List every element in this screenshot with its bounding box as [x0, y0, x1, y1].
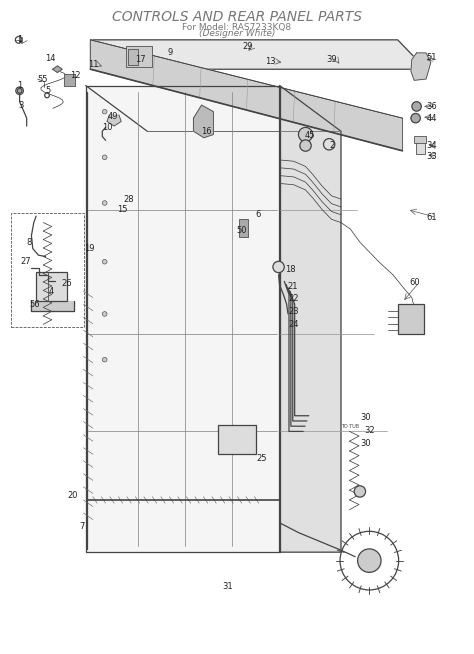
Text: 18: 18 [284, 265, 295, 274]
Ellipse shape [411, 113, 420, 123]
Text: 55: 55 [37, 75, 47, 84]
Bar [398, 304, 424, 334]
Text: 30: 30 [360, 413, 371, 422]
Ellipse shape [412, 101, 421, 111]
Text: 14: 14 [45, 54, 55, 63]
Polygon shape [91, 40, 426, 69]
Text: 20: 20 [67, 491, 78, 500]
Bar [414, 137, 426, 143]
Text: 36: 36 [426, 102, 437, 111]
Text: 21: 21 [288, 282, 298, 291]
Text: 17: 17 [135, 55, 146, 64]
Text: 60: 60 [409, 278, 419, 287]
Text: 49: 49 [108, 112, 118, 122]
Text: 25: 25 [257, 455, 267, 463]
Text: 26: 26 [62, 279, 72, 288]
Ellipse shape [299, 128, 313, 141]
Text: 28: 28 [123, 195, 134, 203]
Polygon shape [107, 115, 121, 126]
Polygon shape [31, 301, 74, 311]
Text: 8: 8 [27, 237, 32, 247]
Text: 27: 27 [20, 257, 31, 266]
Ellipse shape [357, 549, 381, 572]
Ellipse shape [102, 201, 107, 205]
Text: 33: 33 [426, 152, 437, 160]
Bar [11, 213, 84, 327]
Text: 10: 10 [102, 124, 112, 133]
Text: 51: 51 [427, 53, 437, 62]
Text: 30: 30 [360, 439, 371, 448]
Polygon shape [280, 86, 341, 552]
Text: 44: 44 [427, 114, 437, 123]
Bar [36, 271, 67, 301]
Ellipse shape [102, 260, 107, 264]
Polygon shape [91, 40, 402, 151]
Text: 11: 11 [88, 60, 98, 69]
Text: 9: 9 [167, 48, 173, 58]
Text: 12: 12 [70, 71, 81, 80]
Ellipse shape [273, 262, 284, 273]
Ellipse shape [102, 155, 107, 160]
Text: 3: 3 [18, 101, 23, 110]
Polygon shape [53, 66, 62, 73]
Ellipse shape [300, 140, 311, 151]
Bar [64, 74, 75, 86]
Text: 24: 24 [289, 320, 299, 329]
Text: 1: 1 [17, 81, 22, 90]
Polygon shape [86, 86, 280, 552]
Text: 2: 2 [329, 141, 334, 150]
Bar [126, 46, 152, 67]
Text: CONTROLS AND REAR PANEL PARTS: CONTROLS AND REAR PANEL PARTS [112, 10, 362, 24]
Text: 32: 32 [364, 426, 374, 435]
Text: 5: 5 [46, 86, 51, 95]
Ellipse shape [17, 88, 22, 93]
Polygon shape [411, 53, 431, 80]
Text: 22: 22 [289, 294, 299, 303]
Text: 61: 61 [427, 213, 437, 222]
Text: 29: 29 [243, 42, 253, 51]
Ellipse shape [102, 109, 107, 114]
Bar [128, 49, 138, 65]
Text: 34: 34 [427, 141, 437, 150]
Text: 50: 50 [237, 226, 247, 235]
Bar [416, 143, 425, 154]
Text: 4: 4 [49, 286, 55, 296]
Text: 13: 13 [265, 57, 275, 66]
Bar [239, 218, 248, 237]
Text: For Model: RAS7233KQ8: For Model: RAS7233KQ8 [182, 23, 292, 32]
Text: 23: 23 [288, 307, 299, 316]
Text: 16: 16 [201, 127, 211, 136]
Polygon shape [193, 105, 213, 138]
Ellipse shape [102, 312, 107, 317]
Text: 56: 56 [29, 300, 40, 309]
Text: 31: 31 [222, 582, 233, 591]
Text: 45: 45 [305, 131, 316, 141]
Text: 39: 39 [326, 55, 337, 64]
Ellipse shape [102, 357, 107, 362]
Text: 1: 1 [17, 35, 22, 44]
Text: (Designer White): (Designer White) [199, 29, 275, 39]
Text: 19: 19 [84, 244, 95, 253]
Text: 15: 15 [118, 205, 128, 214]
Text: TO TUB: TO TUB [341, 424, 359, 429]
Bar [218, 425, 256, 455]
Ellipse shape [354, 486, 365, 497]
Text: 7: 7 [79, 521, 85, 530]
Text: 6: 6 [255, 210, 261, 219]
